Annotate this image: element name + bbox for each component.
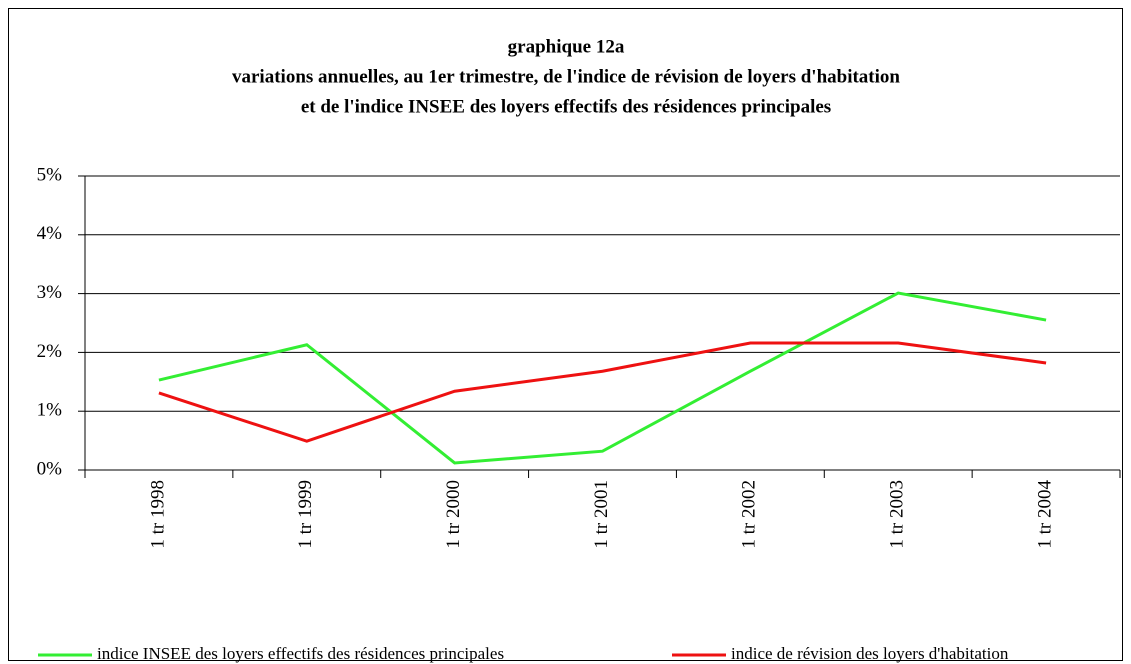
x-tick-label: 1 tr 1999 bbox=[295, 480, 316, 549]
x-tick-label: 1 tr 2004 bbox=[1034, 480, 1055, 549]
x-tick-label: 1 tr 1998 bbox=[147, 480, 168, 549]
data-line bbox=[158, 291, 1047, 465]
chart-title: graphique 12a bbox=[508, 36, 625, 57]
chart-border bbox=[8, 8, 1123, 661]
y-tick-label: 2% bbox=[37, 341, 63, 362]
y-tick-label: 3% bbox=[37, 282, 63, 303]
x-tick-label: 1 tr 2003 bbox=[887, 480, 908, 549]
y-tick-label: 1% bbox=[37, 400, 63, 421]
chart-title: variations annuelles, au 1er trimestre, … bbox=[232, 66, 900, 87]
legend-label: indice INSEE des loyers effectifs des ré… bbox=[97, 644, 504, 663]
x-tick-label: 1 tr 2000 bbox=[443, 480, 464, 549]
legend-label: indice de révision des loyers d'habitati… bbox=[731, 644, 1009, 663]
x-tick-label: 1 tr 2001 bbox=[591, 480, 612, 549]
y-tick-label: 5% bbox=[37, 164, 63, 185]
chart-title: et de l'indice INSEE des loyers effectif… bbox=[301, 96, 831, 117]
y-tick-label: 0% bbox=[37, 458, 63, 479]
x-tick-label: 1 tr 2002 bbox=[739, 480, 760, 549]
data-line bbox=[158, 341, 1047, 443]
y-tick-label: 4% bbox=[37, 223, 63, 244]
